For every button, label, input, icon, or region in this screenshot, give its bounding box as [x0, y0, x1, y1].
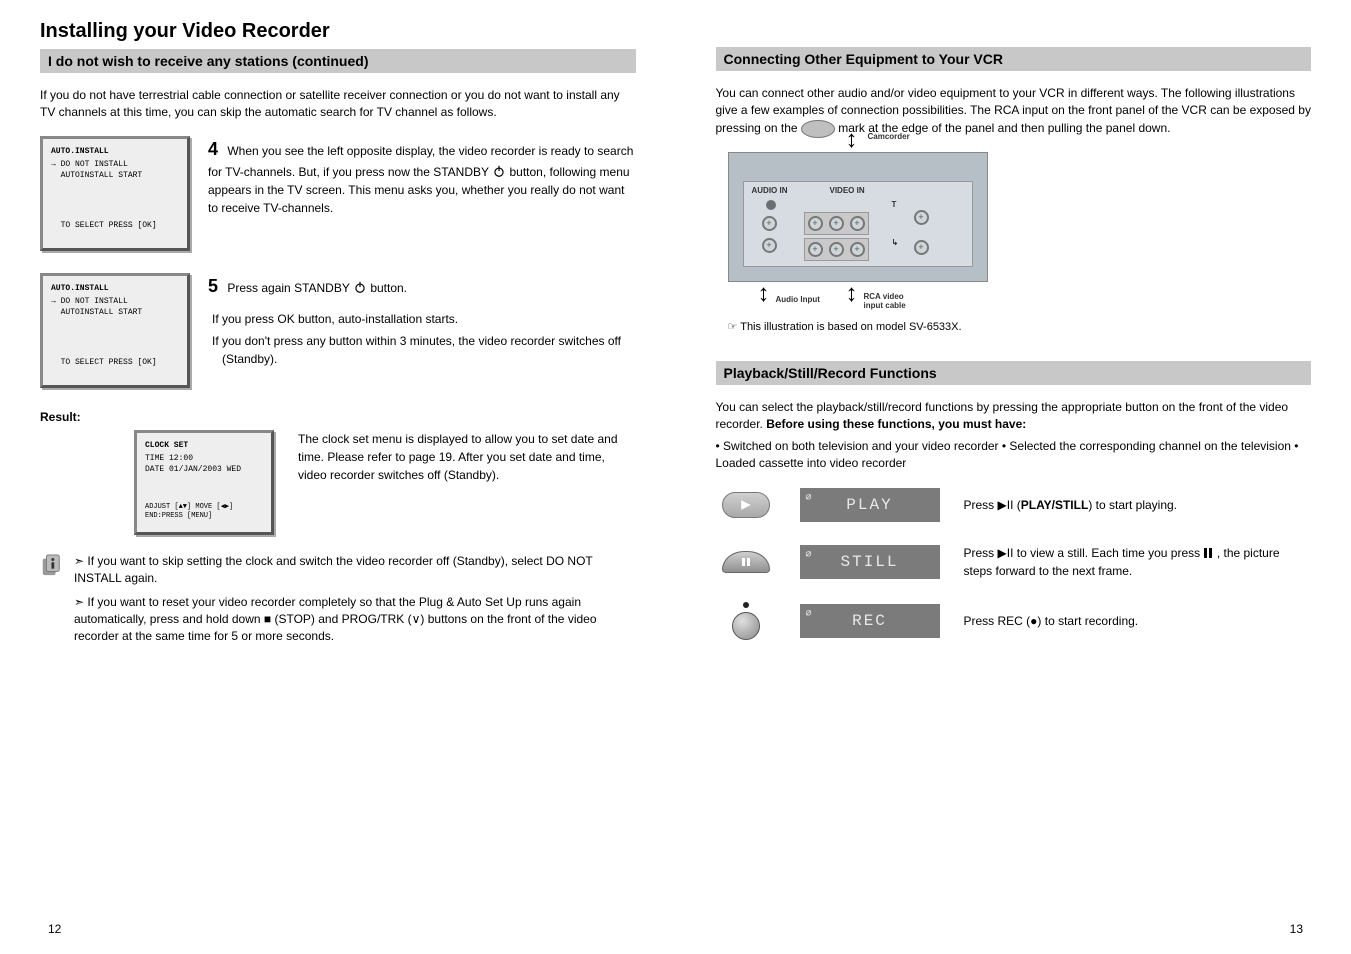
step5-sub2: If you don't press any button within 3 m… [222, 332, 636, 368]
step5-sub1: If you press OK button, auto-installatio… [222, 310, 636, 328]
rec-button-icon [732, 602, 760, 640]
label-audio-input: Audio Input [776, 295, 820, 304]
osd-screen-result: CLOCK SET TIME 12:00 DATE 01/JAN/2003 WE… [134, 430, 274, 535]
jack [829, 216, 844, 231]
osdres-footer: ADJUST [▲▼] MOVE [◀▶] END:PRESS [MENU] [145, 503, 263, 521]
osd-screen-step5: AUTO.INSTALL DO NOT INSTALL AUTOINSTALL … [40, 273, 190, 388]
audio-r-jack [762, 238, 777, 253]
still-text: Press ▶II to view a still. Each time you… [964, 544, 1312, 580]
note-row: ➣ If you want to skip setting the clock … [40, 553, 636, 652]
step5-text-a: Press again STANDBY [227, 281, 353, 295]
play-button-icon [722, 492, 770, 518]
section-heading-left-text: I do not wish to receive any stations (c… [48, 53, 368, 69]
cassette-icon: ⌀ [806, 492, 814, 504]
jack [808, 242, 823, 257]
osd4-l3: TO SELECT PRESS [OK] [51, 221, 179, 231]
arrow-mark: ↳ [892, 238, 899, 247]
playback-intro: You can select the playback/still/record… [716, 399, 1312, 473]
section-heading-playback: Playback/Still/Record Functions [716, 361, 1312, 385]
info-icon [40, 553, 62, 577]
aux-jack-1 [914, 210, 929, 225]
label-video-in: VIDEO IN [830, 186, 865, 195]
osd4-l1: DO NOT INSTALL [51, 160, 179, 170]
left-column: Installing your Video Recorder I do not … [40, 20, 636, 662]
label-audio-in: AUDIO IN [752, 186, 788, 195]
page-number-left: 12 [48, 922, 61, 936]
step5-body: 5 Press again STANDBY button. If you pre… [208, 273, 636, 372]
pause-icon [1203, 548, 1213, 558]
arrow-top: ↕ [846, 126, 858, 154]
page-number-right: 13 [1290, 922, 1303, 936]
section-heading-connect: Connecting Other Equipment to Your VCR [716, 47, 1312, 71]
jack-row-bottom [804, 238, 869, 261]
step4-num: 4 [208, 136, 218, 163]
label-camcorder: Camcorder [868, 132, 910, 141]
lcd-rec: ⌀REC [800, 604, 940, 638]
jack [808, 216, 823, 231]
osd5-l1: DO NOT INSTALL [51, 297, 179, 307]
diagram-note: ☞ This illustration is based on model SV… [728, 320, 1312, 333]
led-indicator [766, 200, 776, 210]
jack [829, 242, 844, 257]
osd5-title: AUTO.INSTALL [51, 284, 179, 294]
osd-screen-step4: AUTO.INSTALL DO NOT INSTALL AUTOINSTALL … [40, 136, 190, 251]
osd4-title: AUTO.INSTALL [51, 147, 179, 157]
step-4-row: AUTO.INSTALL DO NOT INSTALL AUTOINSTALL … [40, 136, 636, 251]
pause-button-icon [722, 551, 770, 573]
osd4-l2: AUTOINSTALL START [51, 171, 179, 181]
left-intro: If you do not have terrestrial cable con… [40, 87, 636, 122]
still-row: ⌀STILL Press ▶II to view a still. Each t… [716, 544, 1312, 580]
result-row: CLOCK SET TIME 12:00 DATE 01/JAN/2003 WE… [40, 430, 636, 535]
connect-intro: You can connect other audio and/or video… [716, 85, 1312, 138]
jack-row-top [804, 212, 869, 235]
label-rca-video: RCA video input cable [864, 292, 906, 310]
play-row: ⌀PLAY Press ▶II (PLAY/STILL) to start pl… [716, 488, 1312, 522]
arrow-bl: ↕ [758, 280, 770, 308]
arrow-br: ↕ [846, 280, 858, 308]
step4-body: 4 When you see the left opposite display… [208, 136, 636, 217]
power-icon [492, 164, 506, 178]
osdres-lines: TIME 12:00 DATE 01/JAN/2003 WED [145, 454, 263, 475]
audio-l-jack [762, 216, 777, 231]
page-title-left: Installing your Video Recorder [40, 20, 636, 43]
jack [850, 242, 865, 257]
rec-text: Press REC (●) to start recording. [964, 612, 1312, 630]
section-heading-playback-text: Playback/Still/Record Functions [724, 365, 937, 381]
result-label: Result: [40, 410, 636, 424]
section-heading-connect-text: Connecting Other Equipment to Your VCR [724, 51, 1003, 67]
osdres-title: CLOCK SET [145, 441, 263, 451]
lcd-still: ⌀STILL [800, 545, 940, 579]
power-icon [353, 280, 367, 294]
panel-open-button-icon [801, 120, 835, 138]
step-5-row: AUTO.INSTALL DO NOT INSTALL AUTOINSTALL … [40, 273, 636, 388]
section-heading-left: I do not wish to receive any stations (c… [40, 49, 636, 73]
note1: ➣ If you want to skip setting the clock … [74, 553, 636, 588]
cassette-icon: ⌀ [806, 549, 814, 561]
jack [850, 216, 865, 231]
play-text: Press ▶II (PLAY/STILL) to start playing. [964, 496, 1312, 514]
step5-num: 5 [208, 273, 218, 300]
t-mark: T [892, 200, 897, 209]
cassette-icon: ⌀ [806, 608, 814, 620]
right-column: Connecting Other Equipment to Your VCR Y… [716, 20, 1312, 662]
rec-row: ⌀REC Press REC (●) to start recording. [716, 602, 1312, 640]
osd5-l2: AUTOINSTALL START [51, 308, 179, 318]
result-text: The clock set menu is displayed to allow… [298, 430, 636, 484]
lcd-play: ⌀PLAY [800, 488, 940, 522]
step5-text-b: button. [370, 281, 407, 295]
osd5-l3: TO SELECT PRESS [OK] [51, 358, 179, 368]
connector-diagram: ↕ Camcorder AUDIO IN VIDEO IN [728, 152, 988, 282]
aux-jack-2 [914, 240, 929, 255]
note2: ➣ If you want to reset your video record… [74, 594, 636, 646]
